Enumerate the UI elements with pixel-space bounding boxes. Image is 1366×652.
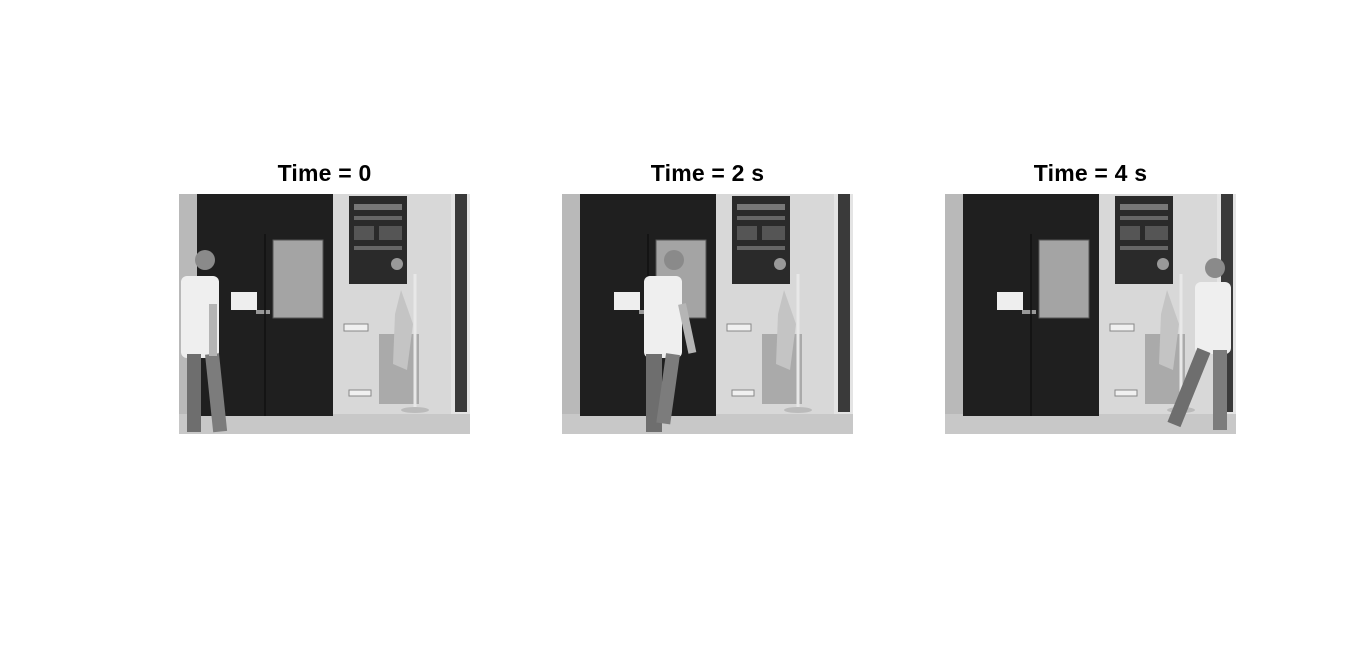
scene-image <box>945 194 1236 434</box>
scene-image <box>179 194 470 434</box>
panel-title: Time = 2 s <box>650 160 765 186</box>
person-figure <box>644 250 697 432</box>
scene-image <box>562 194 853 434</box>
video-frame <box>179 194 470 434</box>
person-figure <box>1167 258 1231 430</box>
panel-title: Time = 0 <box>277 160 372 186</box>
video-frame <box>945 194 1236 434</box>
panel-title: Time = 4 s <box>1033 160 1148 186</box>
video-frame <box>562 194 853 434</box>
person-figure <box>181 250 228 433</box>
